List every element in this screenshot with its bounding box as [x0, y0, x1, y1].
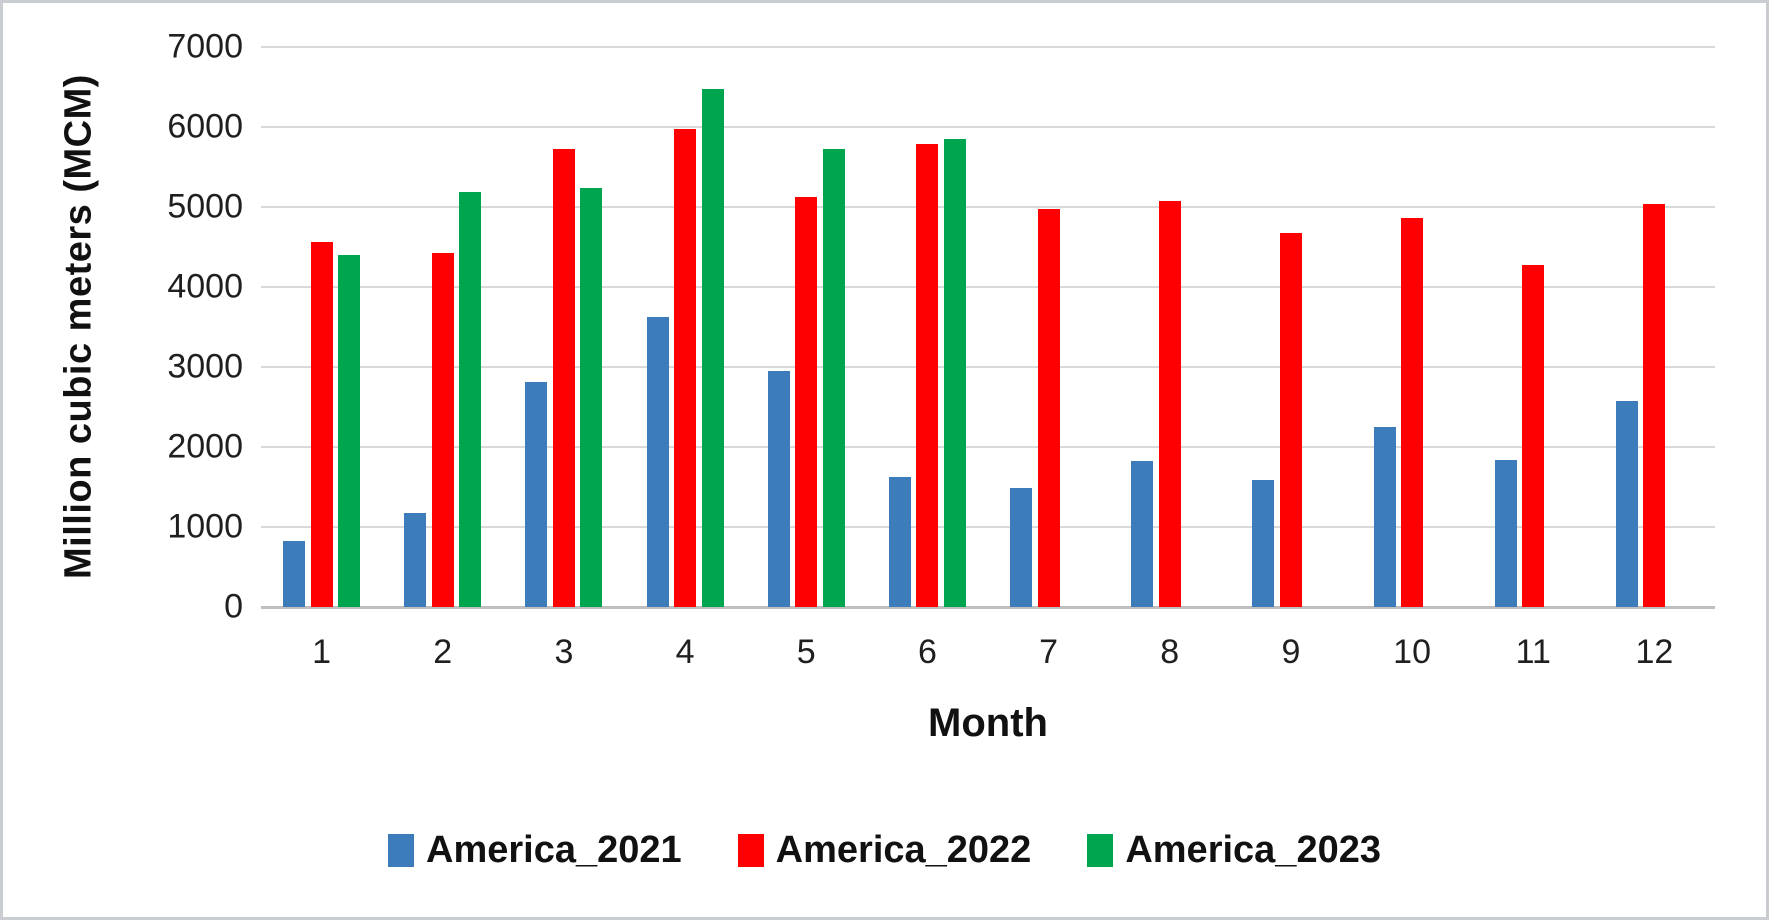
x-axis-tick-labels: 1 2 3 4 5 6 7 8 9 10 11 12	[261, 633, 1715, 677]
x-tick-label: 1	[312, 633, 332, 671]
bar-America_2023-month-6	[943, 139, 966, 607]
bar-America_2022-month-11	[1522, 265, 1545, 607]
bar-America_2022-month-1	[310, 242, 333, 607]
gridline	[261, 286, 1715, 288]
bar-America_2023-month-1	[338, 255, 361, 607]
y-tick-label: 7000	[167, 27, 243, 66]
x-tick-label: 12	[1635, 633, 1674, 671]
bar-America_2022-month-8	[1158, 200, 1181, 607]
x-axis-line	[261, 606, 1715, 609]
legend-label: America_2021	[426, 829, 682, 871]
bar-America_2023-month-3	[580, 187, 603, 607]
x-tick-label: 6	[917, 633, 937, 671]
x-tick-label: 4	[675, 633, 695, 671]
bar-America_2021-month-10	[1373, 427, 1396, 607]
legend-item-America_2023: America_2023	[1087, 829, 1381, 872]
gridline	[261, 46, 1715, 48]
legend-label: America_2023	[1125, 829, 1381, 871]
bar-America_2021-month-7	[1010, 487, 1033, 607]
bar-America_2021-month-6	[888, 476, 911, 607]
bar-America_2022-month-4	[674, 129, 697, 607]
bar-America_2022-month-9	[1279, 233, 1302, 607]
x-tick-label: 10	[1393, 633, 1431, 671]
legend-swatch-icon	[388, 834, 415, 867]
legend-item-America_2022: America_2022	[737, 829, 1032, 872]
y-tick-label: 5000	[167, 187, 243, 226]
legend-swatch-icon	[737, 834, 764, 867]
y-tick-label: 3000	[167, 347, 243, 386]
y-tick-label: 6000	[167, 107, 243, 146]
bar-America_2022-month-2	[431, 252, 454, 607]
bar-America_2021-month-4	[646, 316, 669, 607]
y-axis-title: Million cubic meters (MCM)	[57, 74, 100, 580]
bar-America_2021-month-11	[1494, 459, 1517, 607]
legend-swatch-icon	[1087, 834, 1114, 867]
legend-label: America_2022	[775, 829, 1032, 871]
x-tick-label: 3	[554, 633, 574, 671]
bar-America_2021-month-5	[767, 371, 790, 607]
x-axis-title: Month	[928, 701, 1048, 745]
y-tick-label: 4000	[167, 267, 243, 306]
y-tick-label: 1000	[167, 507, 243, 546]
y-tick-label: 0	[224, 587, 243, 626]
gridline	[261, 126, 1715, 128]
bar-America_2023-month-4	[701, 88, 724, 607]
bar-America_2021-month-3	[525, 382, 548, 607]
x-tick-label: 7	[1039, 633, 1059, 671]
bar-America_2022-month-12	[1643, 203, 1666, 607]
x-tick-label: 9	[1281, 633, 1301, 671]
gridline	[261, 446, 1715, 448]
bar-America_2021-month-9	[1252, 479, 1275, 607]
y-axis-tick-labels: 0 1000 2000 3000 4000 5000 6000 7000	[123, 28, 243, 626]
y-tick-label: 2000	[167, 427, 243, 466]
bar-America_2023-month-5	[822, 148, 845, 607]
bar-America_2022-month-10	[1401, 218, 1424, 607]
bar-America_2022-month-7	[1037, 208, 1060, 607]
x-tick-label: 11	[1515, 633, 1551, 671]
bar-America_2022-month-5	[795, 197, 818, 607]
plot-area	[261, 46, 1715, 609]
x-tick-label: 8	[1160, 633, 1180, 671]
gridline	[261, 526, 1715, 528]
bar-America_2021-month-2	[404, 512, 427, 607]
bar-America_2022-month-6	[916, 143, 939, 607]
bar-America_2021-month-1	[283, 541, 306, 607]
bar-America_2023-month-2	[459, 191, 482, 607]
x-tick-label: 2	[433, 633, 453, 671]
bar-America_2022-month-3	[552, 148, 575, 607]
x-tick-label: 5	[796, 633, 816, 671]
bar-America_2021-month-12	[1615, 401, 1638, 607]
legend: America_2021 America_2022 America_2023	[3, 829, 1766, 872]
gridline	[261, 366, 1715, 368]
gridline	[261, 206, 1715, 208]
legend-item-America_2021: America_2021	[388, 829, 682, 872]
bar-America_2021-month-8	[1131, 460, 1154, 607]
